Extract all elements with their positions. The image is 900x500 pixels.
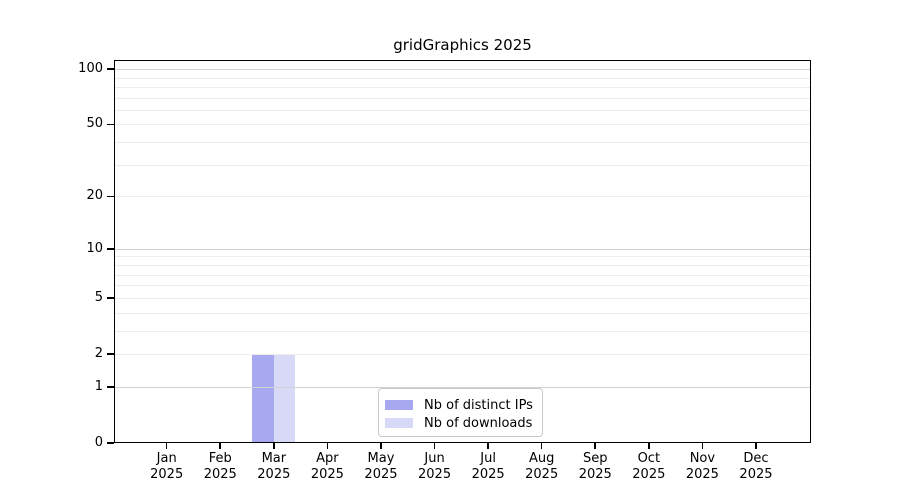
x-tick-label: Jan 2025 (150, 451, 184, 482)
y-axis-tick (107, 195, 114, 198)
legend-label-distinct-ips: Nb of distinct IPs (424, 397, 533, 413)
x-axis-tick (755, 443, 757, 449)
gridline-major (114, 69, 811, 71)
gridline-major (114, 248, 811, 250)
legend-item-distinct-ips: Nb of distinct IPs (385, 396, 542, 414)
gridline-minor (114, 196, 811, 198)
gridline-minor (114, 330, 811, 332)
gridline-minor (114, 274, 811, 276)
legend-item-downloads: Nb of downloads (385, 414, 542, 432)
x-tick-label: Apr 2025 (310, 451, 344, 482)
x-tick-label: Oct 2025 (632, 451, 666, 482)
x-tick-label: Jun 2025 (418, 451, 452, 482)
bar-downloads (273, 353, 296, 443)
legend-swatch-distinct-ips (385, 400, 413, 410)
x-axis-tick (648, 443, 650, 449)
x-tick-label: Nov 2025 (685, 451, 719, 482)
y-tick-label: 20 (86, 188, 103, 204)
gridline-minor (114, 256, 811, 258)
y-tick-label: 0 (94, 435, 103, 450)
x-axis-tick (594, 443, 597, 449)
x-axis-tick (487, 443, 489, 449)
bar-distinct-ips (252, 353, 274, 443)
y-tick-label: 1 (94, 378, 103, 394)
gridline-minor (114, 97, 811, 99)
gridline-minor (114, 353, 811, 355)
y-tick-label: 5 (94, 289, 103, 305)
x-axis-tick (273, 443, 275, 449)
x-axis-tick (701, 443, 704, 449)
gridline-minor (114, 297, 811, 299)
x-tick-label: May 2025 (364, 451, 398, 482)
y-axis-tick (107, 442, 114, 444)
y-axis-tick (107, 123, 114, 126)
y-axis-tick (107, 353, 114, 355)
x-tick-label: Mar 2025 (257, 451, 291, 482)
gridline-minor (114, 285, 811, 287)
gridline-minor (114, 164, 811, 166)
x-tick-label: Dec 2025 (739, 451, 773, 482)
x-axis-tick (165, 443, 168, 449)
gridline-minor (114, 264, 811, 266)
y-axis-tick (107, 247, 114, 250)
x-tick-label: Aug 2025 (525, 451, 559, 482)
plot-area: Nb of distinct IPs Nb of downloads 0 1 2 5 1… (78, 60, 811, 482)
y-axis-tick (107, 386, 114, 388)
x-tick-label: Sep 2025 (578, 451, 612, 482)
legend: Nb of distinct IPs Nb of downloads (378, 388, 543, 437)
y-axis-tick (107, 68, 114, 70)
x-axis-tick (433, 443, 436, 449)
gridline-minor (114, 109, 811, 111)
y-tick-label: 2 (94, 345, 103, 361)
x-axis-tick (540, 443, 543, 449)
y-tick-label: 50 (86, 116, 103, 132)
gridline-minor (114, 312, 811, 314)
x-tick-label: Jul 2025 (471, 451, 505, 482)
gridline-minor (114, 142, 811, 144)
x-tick-label: Feb 2025 (203, 451, 237, 482)
x-axis-tick (219, 443, 222, 449)
y-axis-tick (107, 297, 114, 299)
gridline-major (114, 386, 811, 388)
y-tick-label: 10 (86, 240, 103, 256)
y-tick-label: 100 (78, 61, 103, 77)
gridline-minor (114, 124, 811, 126)
legend-label-downloads: Nb of downloads (424, 415, 533, 431)
plot-frame (114, 60, 811, 443)
gridline-minor (114, 86, 811, 88)
legend-swatch-downloads (385, 418, 413, 428)
x-axis-tick (380, 443, 382, 449)
x-axis-tick (326, 443, 329, 449)
chart-title: gridGraphics 2025 (393, 36, 532, 54)
gridline-minor (114, 77, 811, 79)
